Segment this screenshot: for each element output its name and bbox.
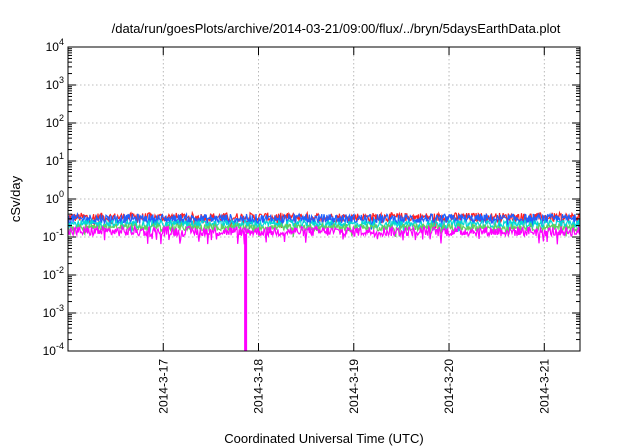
x-tick-labels: 2014-3-17 2014-3-18 2014-3-19 2014-3-20 2014… — [156, 359, 551, 414]
y-tick-labels: 10-4 10-3 10-2 10-1 100 101 102 103 104 — [43, 37, 64, 358]
series-line-5 — [67, 224, 581, 245]
y-tick-label: 103 — [46, 75, 64, 92]
x-tick-label: 2014-3-20 — [442, 359, 456, 414]
y-tick-label: 10-2 — [43, 265, 64, 282]
x-tick-label: 2014-3-21 — [537, 359, 551, 414]
y-tick-label: 10-4 — [43, 341, 64, 358]
y-tick-label: 10-1 — [43, 227, 64, 244]
chart-title: /data/run/goesPlots/archive/2014-03-21/0… — [112, 21, 561, 36]
y-tick-label: 104 — [46, 37, 64, 54]
y-tick-label: 102 — [46, 113, 64, 130]
series-layer — [67, 210, 581, 351]
y-axis-label: cSv/day — [8, 175, 23, 222]
x-axis-label: Coordinated Universal Time (UTC) — [224, 431, 423, 446]
plot-frame — [67, 46, 581, 352]
y-tick-label: 10-3 — [43, 303, 64, 320]
x-tick-label: 2014-3-19 — [347, 359, 361, 414]
y-tick-label: 100 — [46, 189, 64, 206]
event-dropout-1 — [244, 233, 248, 351]
x-tick-label: 2014-3-18 — [252, 359, 266, 414]
series-line-2 — [67, 212, 581, 232]
y-tick-label: 101 — [46, 151, 64, 168]
x-tick-label: 2014-3-17 — [156, 359, 170, 414]
grid-lines — [68, 47, 580, 351]
